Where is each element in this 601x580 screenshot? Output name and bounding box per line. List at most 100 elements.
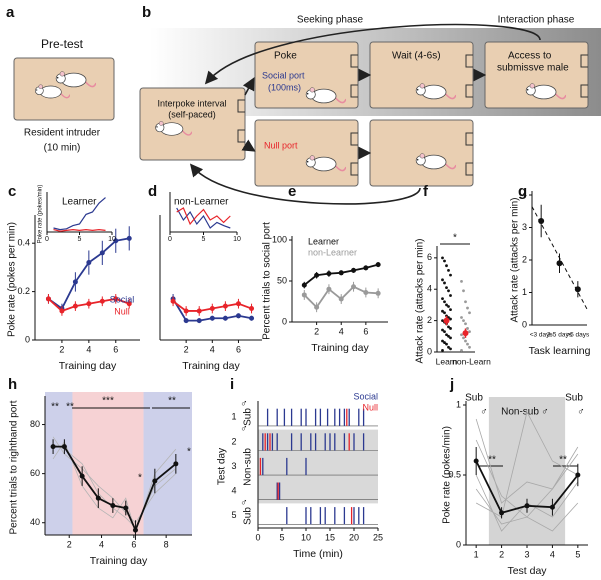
- panel-label: h: [8, 376, 17, 393]
- legend-label: Social: [110, 294, 135, 304]
- point: [173, 461, 179, 467]
- point: [222, 315, 228, 321]
- box-text: (self-paced): [168, 109, 216, 119]
- row-label: 3: [231, 461, 236, 471]
- point: [95, 495, 101, 501]
- panel-label: c: [8, 183, 16, 200]
- annotation: **: [66, 402, 74, 413]
- box-text: (100ms): [268, 82, 301, 92]
- point: [209, 306, 215, 312]
- point: [499, 510, 505, 516]
- x-tick-label: 10: [301, 532, 311, 542]
- y-tick-label: 1: [456, 399, 461, 409]
- annotation: **: [51, 402, 59, 413]
- point: [574, 286, 581, 293]
- point: [222, 303, 228, 309]
- point: [235, 301, 241, 307]
- dot: [447, 269, 450, 272]
- x-tick-label: 4: [210, 344, 215, 354]
- shaded-region: [45, 392, 73, 535]
- dot: [441, 309, 444, 313]
- dot: [449, 294, 452, 297]
- point: [72, 279, 78, 285]
- dot: [460, 316, 463, 319]
- point: [375, 262, 381, 268]
- y-tick-label: 0.2: [17, 286, 30, 296]
- point: [314, 304, 320, 310]
- y-tick-label: 40: [30, 517, 40, 527]
- row-label: 4: [231, 485, 236, 495]
- point: [132, 527, 138, 533]
- dot: [447, 325, 450, 329]
- annotation: Sub: [465, 393, 483, 404]
- y-tick-label: 100: [272, 234, 287, 244]
- x-tick-label: 5: [575, 549, 580, 559]
- y-tick-label: 0: [522, 319, 527, 329]
- box: [369, 119, 474, 187]
- dot: [449, 336, 452, 340]
- caption: (10 min): [44, 143, 81, 154]
- trace-line: [176, 207, 231, 226]
- annotation: *: [138, 473, 142, 484]
- y-tick-label: 60: [30, 468, 40, 478]
- panel-label: j: [449, 376, 454, 393]
- panel-label: f: [423, 183, 429, 200]
- cage: [13, 57, 115, 121]
- point: [326, 286, 332, 292]
- x-tick-label: 20: [349, 532, 359, 542]
- x-tick-label: 0: [168, 236, 172, 243]
- dot: [441, 278, 444, 282]
- y-axis-label: Percent trials to righthand port: [9, 400, 20, 534]
- point: [538, 218, 545, 224]
- x-tick-label: 4: [99, 539, 104, 549]
- row-band: [258, 429, 378, 504]
- y-tick-label: 50: [277, 275, 287, 285]
- arrow: [204, 23, 541, 85]
- dot: [447, 345, 450, 349]
- x-tick-label: 0: [45, 236, 49, 243]
- y-axis-label: Percent trials to social port: [262, 222, 273, 340]
- trace-line: [475, 418, 579, 504]
- chart-title: non-Learner: [174, 197, 229, 208]
- point: [183, 318, 189, 324]
- caption: Resident intruder: [24, 128, 101, 139]
- point: [235, 313, 241, 319]
- dot: [447, 289, 450, 293]
- x-tick-label: 2: [184, 344, 189, 354]
- arrows: [189, 23, 541, 205]
- point: [59, 308, 65, 314]
- annotation: Non-sub: [501, 407, 539, 418]
- ports: [237, 54, 588, 176]
- dot: [443, 300, 446, 304]
- point: [301, 282, 307, 288]
- box: [254, 119, 359, 187]
- point: [473, 458, 479, 464]
- point: [45, 296, 51, 302]
- dot: [441, 256, 444, 260]
- box-text: Interpoke interval: [157, 98, 226, 108]
- y-tick-label: 0: [456, 539, 461, 549]
- dot: [441, 319, 444, 323]
- panel-label: a: [6, 4, 15, 21]
- x-axis-label: Test day: [507, 565, 547, 577]
- trace-line: [475, 439, 579, 518]
- annotation: Non-sub: [243, 448, 254, 486]
- dot: [445, 286, 448, 290]
- dot: [445, 303, 448, 307]
- shaded-region: [72, 392, 144, 535]
- x-tick-label: 0: [255, 532, 260, 542]
- y-tick-label: 0: [25, 334, 30, 344]
- point: [196, 308, 202, 314]
- x-tick-label: 6: [236, 344, 241, 354]
- dot: [443, 259, 446, 263]
- box-text: Access to: [508, 51, 552, 62]
- point: [86, 301, 92, 307]
- dot: [447, 334, 450, 338]
- point: [86, 260, 92, 266]
- point: [113, 238, 119, 244]
- x-tick-label: 3-5 days: [547, 332, 573, 339]
- annotation: **: [488, 455, 496, 466]
- point: [99, 250, 105, 256]
- row-label: 2: [231, 436, 236, 446]
- x-tick-label: <3 days: [530, 332, 554, 339]
